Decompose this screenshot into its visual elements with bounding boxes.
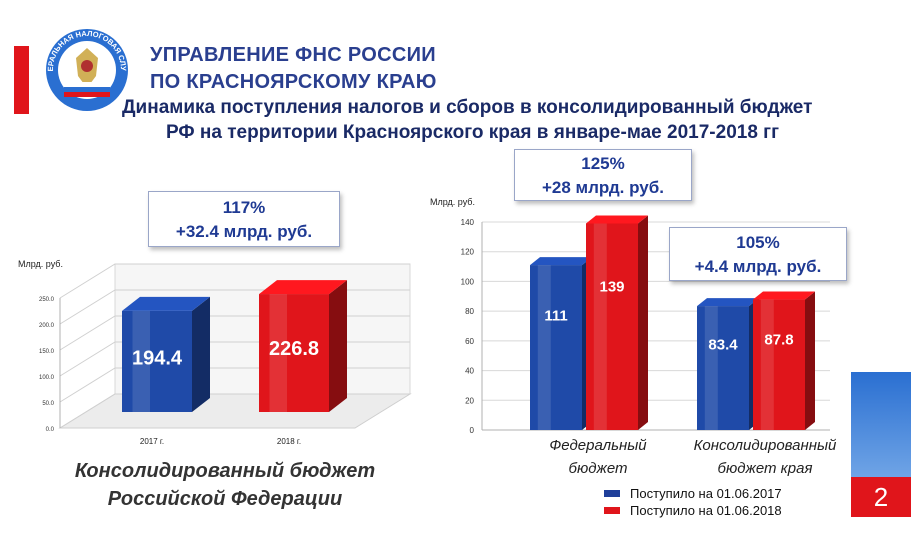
chart-right-ytick-label: 140 [461,218,475,227]
chart-right-category-label: бюджет [569,460,628,477]
chart-left-ylabel: Млрд. руб. [18,259,63,269]
org-name-line2: ПО КРАСНОЯРСКОМУ КРАЮ [150,71,437,93]
chart-left-bar [259,280,347,412]
chart-left-data-label: 226.8 [269,338,319,360]
chart-right-data-label: 83.4 [708,336,738,353]
legend-swatch-2017 [604,490,620,497]
chart-right-data-label: 111 [544,308,567,325]
top-left-red-stripe [14,46,29,114]
chart-consolidated-budget-rf: 0.0 50.0 100.0 150.0 200.0 250.0 Млрд. руб. 194… [18,259,412,446]
chart-right-category-label: Федеральный [549,437,647,454]
org-name-line1: УПРАВЛЕНИЕ ФНС РОССИИ [150,44,436,66]
bottom-right-blue-stripe [851,372,911,477]
legend-item-2018: Поступило на 01.06.2018 [604,503,782,518]
regional-growth-callout: 105% +4.4 млрд. руб. [669,227,847,281]
chart-right-data-label: 139 [599,278,624,295]
chart-right-ytick-label: 120 [461,248,475,257]
federal-growth-amount: +28 млрд. руб. [542,178,664,197]
left-growth-amount: +32.4 млрд. руб. [175,222,313,241]
chart-right-bar [753,291,815,430]
slide-title-line1: Динамика поступления налогов и сборов в … [122,97,813,118]
chart-left-bar [122,296,210,412]
slide-title-line2: РФ на территории Красноярского края в ян… [166,122,780,143]
chart-right-category-label: Консолидированный [694,437,837,454]
left-caption-line1: Консолидированный бюджет [74,460,376,482]
legend-label-2018: Поступило на 01.06.2018 [630,503,782,518]
federal-growth-percent: 125% [581,154,625,173]
legend-item-2017: Поступило на 01.06.2017 [604,486,782,501]
chart-left-floor [58,393,412,429]
federal-growth-callout: 125% +28 млрд. руб. [514,149,692,201]
left-caption-line2: Российской Федерации [107,488,343,510]
chart-right-ytick-label: 20 [465,396,474,405]
regional-growth-amount: +4.4 млрд. руб. [694,257,822,276]
legend-label-2017: Поступило на 01.06.2017 [630,486,782,501]
chart-right-ytick-label: 60 [465,337,474,346]
chart-right-ytick-label: 100 [461,277,475,286]
chart-left-ytick-label: 150.0 [39,349,55,355]
chart-left-ytick-label: 100.0 [39,375,55,381]
chart-right-bar [586,215,648,430]
left-growth-callout: 117% +32.4 млрд. руб. [148,191,340,247]
chart-left-gridline [59,263,410,299]
chart-right-ytick-label: 80 [465,307,474,316]
page-number: 2 [873,481,889,512]
left-chart-caption: Консолидированный бюджет Российской Феде… [40,457,410,513]
chart-right-ylabel: Млрд. руб. [430,197,475,207]
chart-right-category-label: бюджет края [718,460,813,477]
chart-right-bar [697,298,759,430]
chart-left-ytick-label: 0.0 [46,427,55,433]
chart-left-ytick-label: 250.0 [39,297,55,303]
chart-left-ytick-label: 50.0 [42,401,54,407]
chart-left-ytick-label: 200.0 [39,323,55,329]
fns-emblem: ФЕДЕРАЛЬНАЯ НАЛОГОВАЯ СЛУЖБА [40,24,128,111]
chart-right-ytick-label: 0 [470,426,475,435]
chart-right-bar [530,257,592,430]
chart-left-category-label: 2018 г. [277,437,301,446]
chart-right-ytick-label: 40 [465,367,474,376]
regional-growth-percent: 105% [736,233,780,252]
left-growth-percent: 117% [222,198,266,217]
legend-swatch-2018 [604,507,620,514]
chart-right-data-label: 87.8 [764,332,793,349]
chart-left-category-label: 2017 г. [140,437,164,446]
chart-left-data-label: 194.4 [132,347,183,369]
page-number-box: 2 [851,477,911,517]
